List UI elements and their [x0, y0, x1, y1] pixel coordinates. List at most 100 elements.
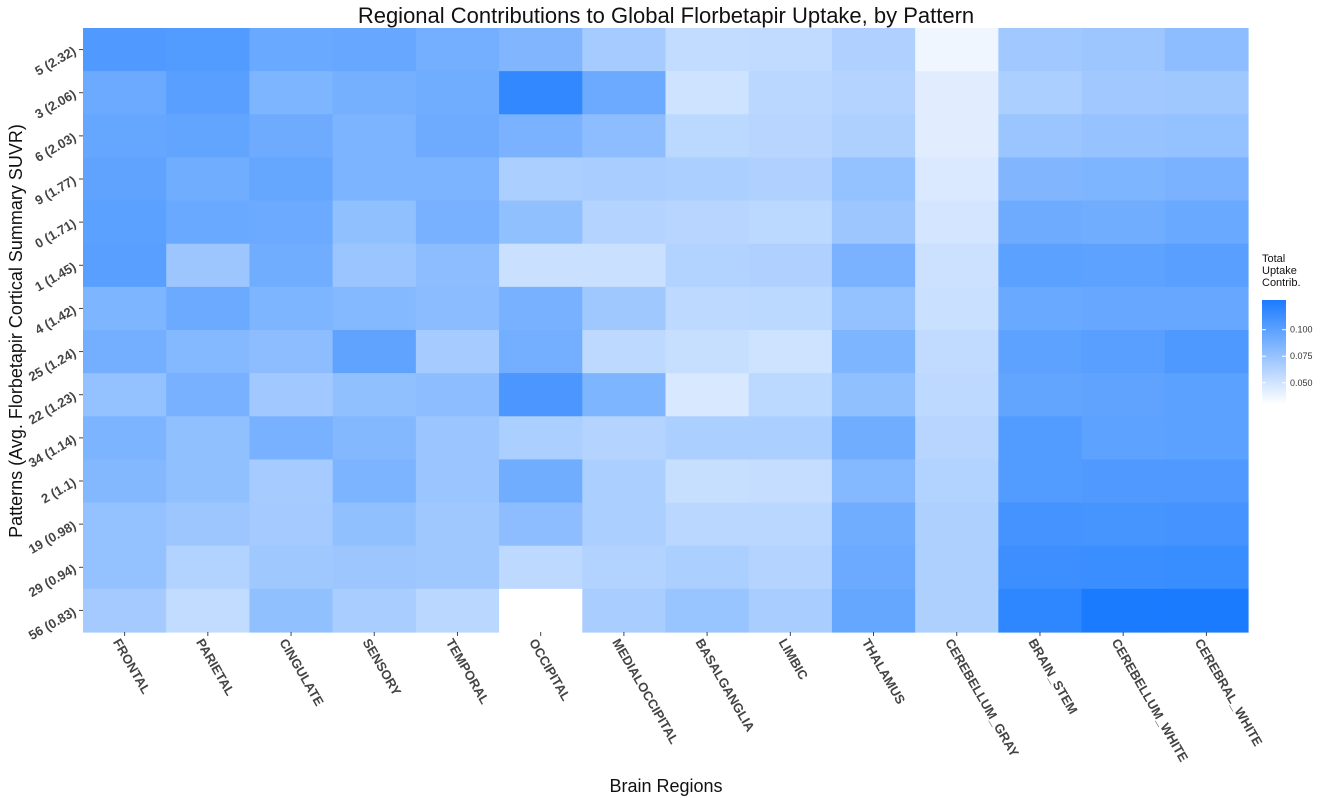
y-tick-label: 0 (1.71) [32, 216, 78, 251]
heatmap-cell [166, 243, 251, 288]
heatmap-cell [415, 330, 500, 374]
heatmap-cell [1164, 28, 1249, 72]
heatmap-cell [249, 114, 334, 159]
heatmap-cell [582, 545, 667, 590]
heatmap-cell [83, 114, 167, 159]
heatmap-cell [166, 459, 251, 504]
x-tick-label: CEREBRAL_WHITE [1192, 636, 1266, 749]
legend-tick-label: 0.075 [1290, 351, 1313, 361]
heatmap-cell [83, 588, 167, 633]
heatmap-cell [998, 114, 1083, 159]
heatmap-cell [748, 502, 833, 547]
heatmap-cell [998, 330, 1083, 374]
heatmap-cell [415, 200, 500, 245]
heatmap-cell [332, 373, 417, 417]
heatmap-cell [1081, 200, 1166, 245]
heatmap-cell [1081, 286, 1166, 331]
heatmap-cell [166, 157, 251, 202]
heatmap-cell [332, 286, 417, 331]
y-axis-title: Patterns (Avg. Florbetapir Cortical Summ… [6, 124, 26, 538]
heatmap-cell [748, 416, 833, 461]
heatmap-cell [831, 330, 916, 374]
heatmap-cell [166, 200, 251, 245]
heatmap-cell [1081, 459, 1166, 504]
heatmap-cell [332, 114, 417, 159]
heatmap-cell [249, 416, 334, 461]
heatmap-cell [665, 545, 750, 590]
heatmap-cell [1164, 588, 1249, 633]
x-tick-label: CEREBELLUM_GRAY [942, 636, 1022, 760]
heatmap-cell [83, 545, 167, 590]
heatmap-cell [665, 28, 750, 72]
heatmap-cell [1164, 373, 1249, 417]
y-axis-ticks: 5 (2.32) 3 (2.06) 6 (2.03) 9 (1.77) 0 (1.71)… [26, 43, 83, 643]
heatmap-cell [249, 157, 334, 202]
heatmap-cell [249, 459, 334, 504]
heatmap-cell [499, 200, 583, 245]
heatmap-cell [415, 114, 500, 159]
heatmap-cell [332, 330, 417, 374]
heatmap-cell [249, 286, 334, 331]
y-tick-label: 5 (2.32) [32, 43, 78, 78]
heatmap-cell [332, 71, 417, 115]
heatmap-cell [415, 502, 500, 547]
y-tick-label: 19 (0.98) [26, 518, 79, 557]
heatmap-cell [499, 28, 583, 72]
heatmap-cell [915, 200, 999, 245]
heatmap-cell [748, 286, 833, 331]
y-tick-label: 6 (2.03) [32, 130, 78, 165]
heatmap-cell [1081, 157, 1166, 202]
heatmap-cell [582, 416, 667, 461]
heatmap-cell [831, 545, 916, 590]
y-tick-label: 2 (1.1) [38, 475, 78, 507]
heatmap-cell [582, 243, 667, 288]
heatmap-cell [665, 114, 750, 159]
heatmap-cell [415, 157, 500, 202]
heatmap-cell [83, 330, 167, 374]
heatmap-cell [499, 114, 583, 159]
heatmap-cell [1081, 373, 1166, 417]
heatmap-cell [831, 28, 916, 72]
heatmap-cell [1081, 588, 1166, 633]
heatmap-cell [166, 416, 251, 461]
heatmap-cell [415, 286, 500, 331]
heatmap-cell [998, 416, 1083, 461]
heatmap-cell [582, 588, 667, 633]
heatmap-cell [1081, 416, 1166, 461]
heatmap-cell [249, 330, 334, 374]
heatmap-cell [582, 28, 667, 72]
heatmap-cell [915, 243, 999, 288]
heatmap-cell [332, 545, 417, 590]
x-tick-label: LIMBIC [776, 636, 812, 683]
color-legend: Total Uptake Contrib. 0.050 0.075 0.100 [1262, 253, 1313, 404]
heatmap-cell [166, 373, 251, 417]
x-tick-label: PARIETAL [193, 636, 238, 698]
x-tick-label: FRONTAL [110, 636, 154, 696]
heatmap-cell [998, 588, 1083, 633]
heatmap-cell [1164, 243, 1249, 288]
heatmap-cell [332, 200, 417, 245]
heatmap-cell [415, 459, 500, 504]
heatmap-cell [748, 71, 833, 115]
heatmap-cell [748, 28, 833, 72]
heatmap-cell [831, 502, 916, 547]
heatmap-cell [332, 28, 417, 72]
heatmap-cell [665, 243, 750, 288]
heatmap-cell [499, 286, 583, 331]
heatmap-cell [249, 373, 334, 417]
heatmap-cell [915, 545, 999, 590]
x-tick-label: OCCIPITAL [526, 636, 574, 703]
heatmap-cell [831, 243, 916, 288]
x-tick-label: CINGULATE [276, 636, 327, 709]
heatmap-cell [166, 330, 251, 374]
heatmap-cell [1081, 71, 1166, 115]
heatmap-cell [998, 157, 1083, 202]
heatmap-cell [831, 588, 916, 633]
heatmap-cell [415, 545, 500, 590]
heatmap-cell [1081, 114, 1166, 159]
y-tick-label: 1 (1.45) [32, 259, 78, 294]
heatmap-cell [665, 588, 750, 633]
heatmap-cell [499, 330, 583, 374]
heatmap-cell [499, 502, 583, 547]
heatmap-cell [665, 459, 750, 504]
